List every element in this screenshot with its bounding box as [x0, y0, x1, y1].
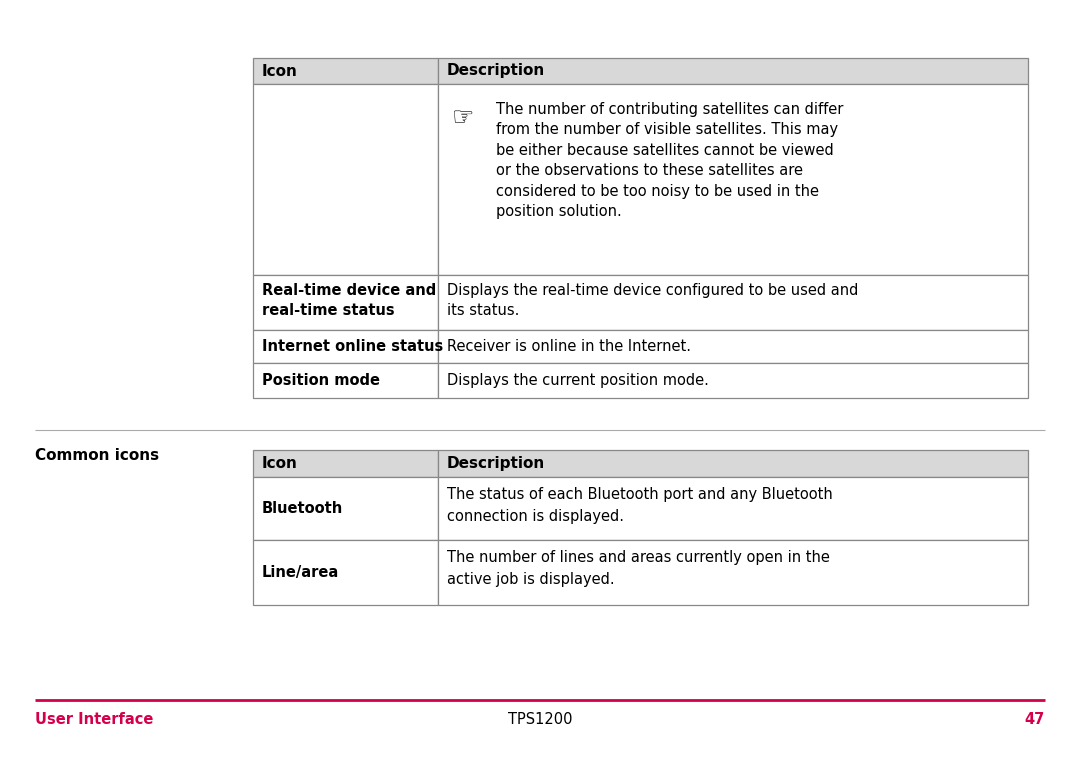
Text: Internet online status: Internet online status — [262, 339, 443, 354]
Text: Receiver is online in the Internet.: Receiver is online in the Internet. — [447, 339, 691, 354]
Bar — [438, 363, 1028, 398]
Text: The status of each Bluetooth port and any Bluetooth
connection is displayed.: The status of each Bluetooth port and an… — [447, 487, 833, 524]
Text: Displays the current position mode.: Displays the current position mode. — [447, 373, 708, 388]
Text: Real-time device and
real-time status: Real-time device and real-time status — [262, 283, 436, 319]
Bar — [438, 275, 1028, 330]
Bar — [253, 275, 438, 330]
Text: 47: 47 — [1025, 712, 1045, 728]
Text: Position mode: Position mode — [262, 373, 380, 388]
Bar — [438, 330, 1028, 363]
Bar — [253, 330, 438, 363]
Bar — [438, 450, 1028, 477]
Text: The number of contributing satellites can differ
from the number of visible sate: The number of contributing satellites ca… — [496, 102, 843, 219]
Text: ☞: ☞ — [453, 106, 474, 130]
Text: The number of lines and areas currently open in the
active job is displayed.: The number of lines and areas currently … — [447, 550, 829, 587]
Text: Common icons: Common icons — [35, 449, 159, 463]
Bar — [253, 363, 438, 398]
Bar — [438, 84, 1028, 275]
Text: Description: Description — [447, 64, 545, 78]
Text: Bluetooth: Bluetooth — [262, 501, 343, 516]
Bar — [253, 477, 438, 540]
Text: Icon: Icon — [262, 456, 298, 471]
Text: Line/area: Line/area — [262, 565, 339, 580]
Bar — [438, 58, 1028, 84]
Text: User Interface: User Interface — [35, 712, 153, 728]
Bar — [253, 58, 438, 84]
Bar — [253, 540, 438, 605]
Bar — [438, 540, 1028, 605]
Text: TPS1200: TPS1200 — [508, 712, 572, 728]
Bar — [438, 477, 1028, 540]
Bar — [253, 84, 438, 275]
Text: Icon: Icon — [262, 64, 298, 78]
Text: Displays the real-time device configured to be used and
its status.: Displays the real-time device configured… — [447, 283, 859, 319]
Bar — [253, 450, 438, 477]
Text: Description: Description — [447, 456, 545, 471]
